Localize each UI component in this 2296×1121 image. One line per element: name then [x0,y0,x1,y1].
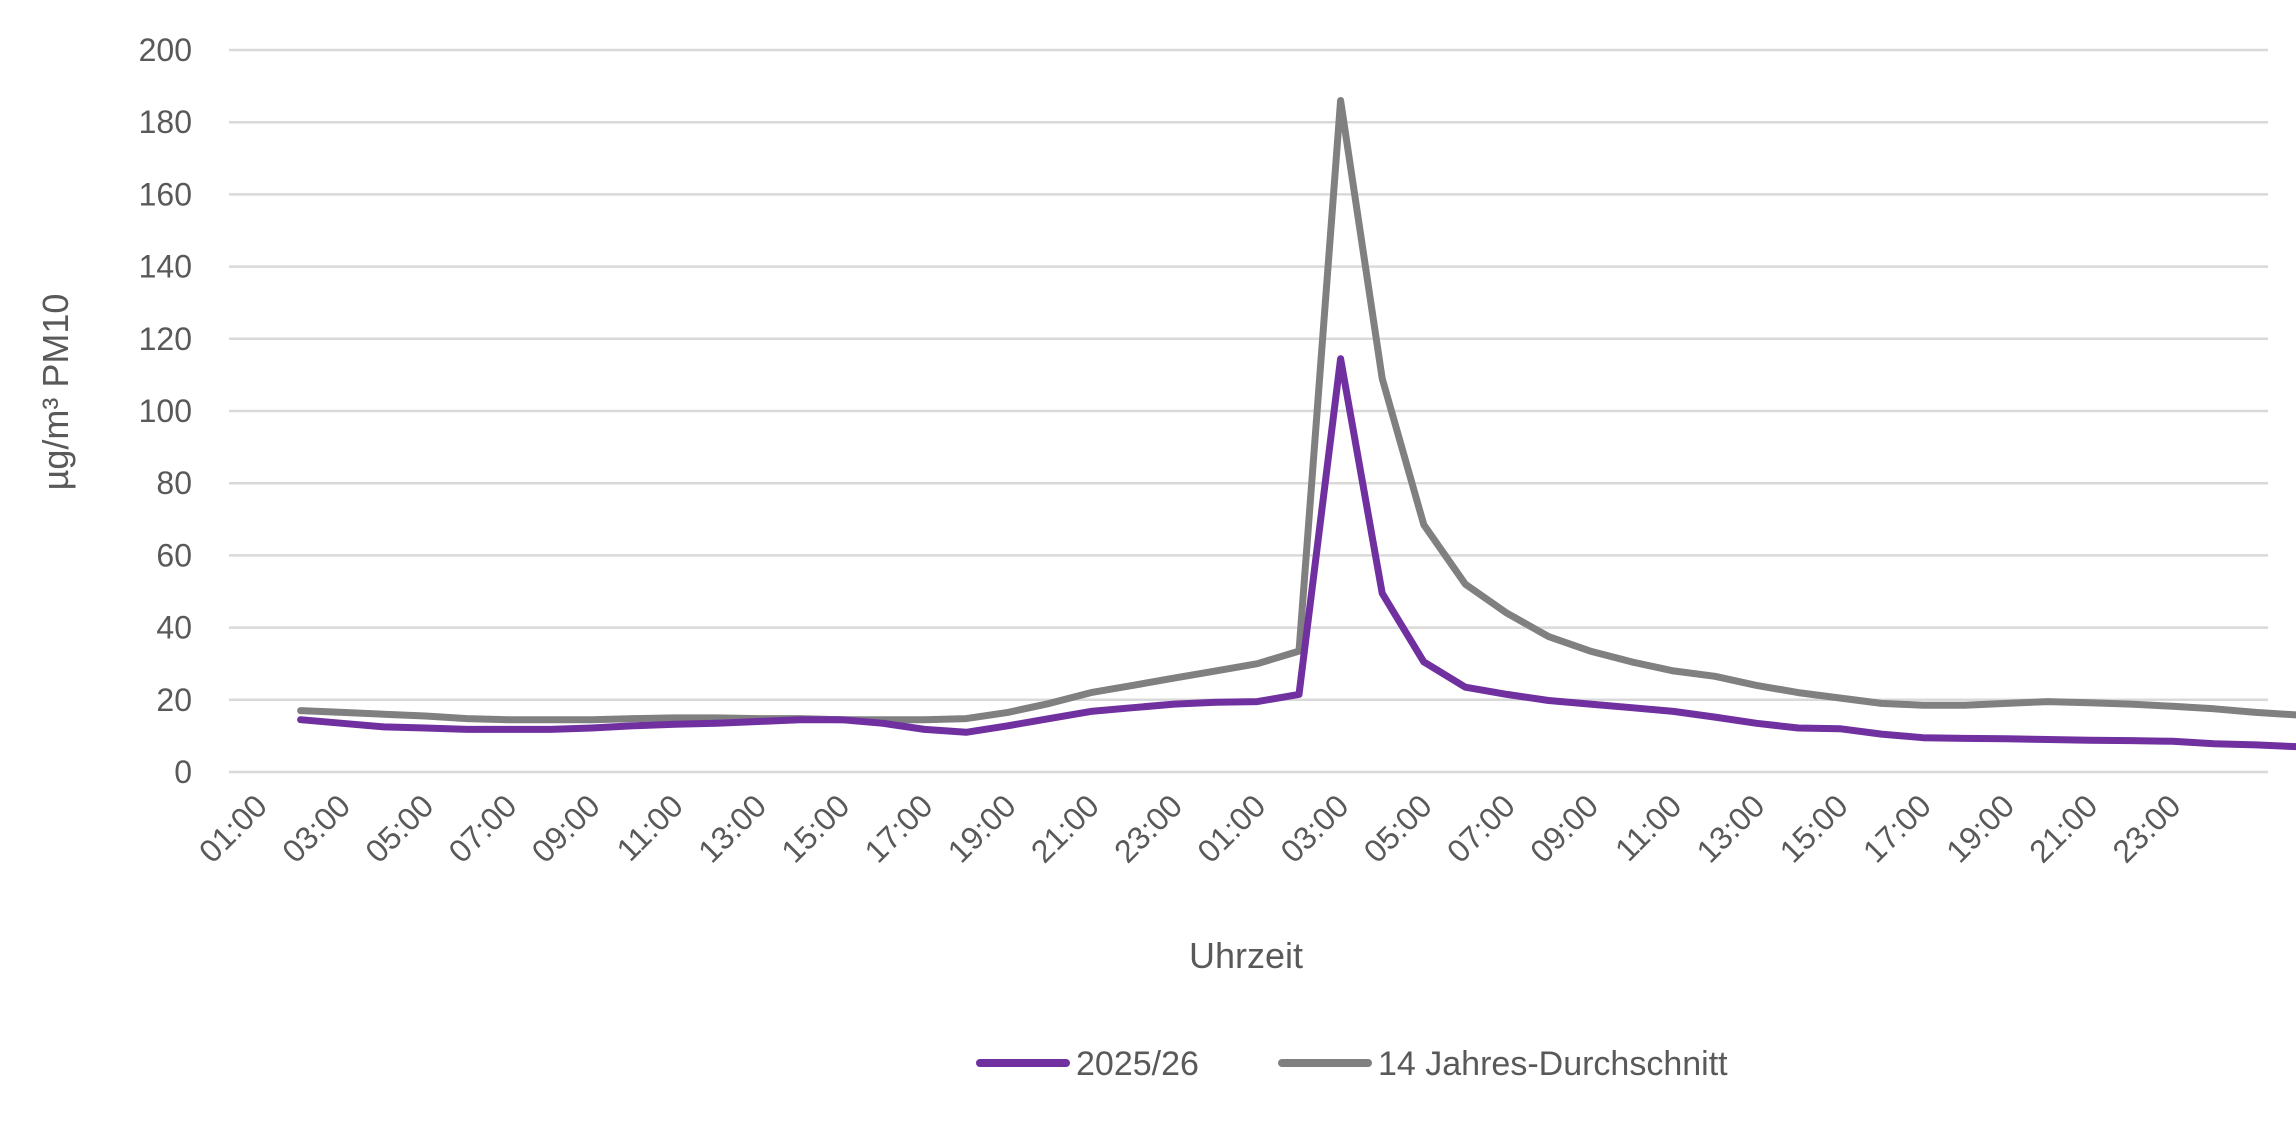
y-tick-label: 20 [156,682,192,718]
x-tick-label: 11:00 [610,787,690,867]
y-tick-label: 120 [139,321,192,357]
x-tick-label: 07:00 [1440,787,1522,869]
x-tick-label: 19:00 [941,787,1023,869]
y-tick-label: 60 [156,537,192,573]
y-axis-tick-labels: 0 20 40 60 80 100 120 140 160 180 200 [139,32,192,790]
legend-label-1: 14 Jahres-Durchschnitt [1378,1045,1728,1083]
legend: 2025/26 14 Jahres-Durchschnitt [976,1045,1728,1083]
x-axis-title: Uhrzeit [1189,935,1303,976]
y-axis-title: µg/m³ PM10 [35,294,76,491]
x-tick-label: 15:00 [1773,787,1855,869]
x-tick-label: 21:00 [1024,787,1106,869]
x-tick-label: 09:00 [525,787,607,869]
y-tick-label: 40 [156,610,192,646]
x-tick-label: 05:00 [358,787,440,869]
x-tick-label: 17:00 [857,787,939,869]
series-lines [297,97,2296,751]
y-tick-label: 200 [139,32,192,68]
x-tick-label: 05:00 [1357,787,1439,869]
x-tick-label: 11:00 [1608,787,1688,867]
x-tick-label: 19:00 [1939,787,2021,869]
y-tick-label: 180 [139,104,192,140]
series-line-0 [297,355,2296,751]
x-tick-label: 01:00 [1190,787,1272,869]
y-tick-label: 0 [174,754,192,790]
y-tick-label: 100 [139,393,192,429]
x-axis-tick-labels: 01:00 03:00 05:00 07:00 09:00 11:00 13:00 15:00… [192,787,2188,869]
x-tick-label: 03:00 [1273,787,1355,869]
x-tick-label: 23:00 [1107,787,1189,869]
y-tick-label: 140 [139,249,192,285]
x-tick-label: 13:00 [1689,787,1771,869]
x-tick-label: 01:00 [192,787,274,869]
x-tick-label: 21:00 [2022,787,2104,869]
y-tick-label: 160 [139,176,192,212]
legend-label-0: 2025/26 [1076,1045,1199,1083]
x-tick-label: 15:00 [774,787,856,869]
x-tick-label: 13:00 [691,787,773,869]
x-tick-label: 07:00 [441,787,523,869]
x-tick-label: 17:00 [1856,787,1938,869]
gridlines [229,48,2268,774]
x-tick-label: 23:00 [2105,787,2187,869]
series-line-1 [297,97,2296,724]
y-tick-label: 80 [156,465,192,501]
x-tick-label: 03:00 [275,787,357,869]
x-tick-label: 09:00 [1523,787,1605,869]
